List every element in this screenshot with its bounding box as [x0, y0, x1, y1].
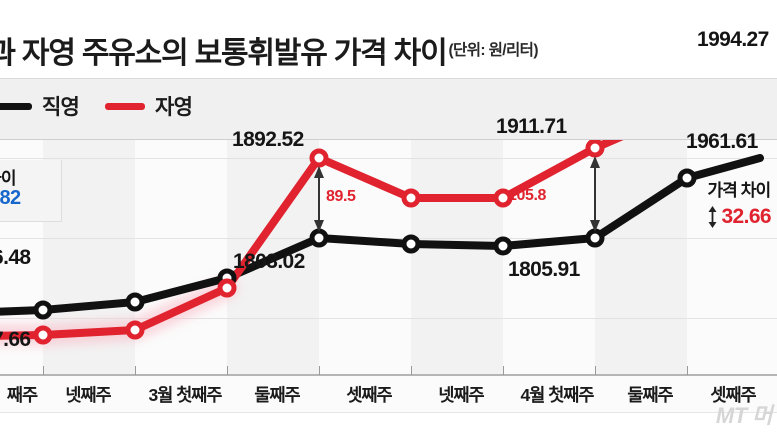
difference-label-mid: 89.5: [326, 188, 356, 205]
data-point-private[interactable]: [125, 320, 145, 340]
value-label-black-last: 1961.61: [686, 130, 758, 153]
x-axis-tick: [319, 366, 320, 375]
data-point-direct[interactable]: [33, 300, 53, 320]
legend: 직영 자영: [0, 91, 193, 121]
value-label-red-late: 1911.71: [496, 115, 567, 138]
x-axis-tick: [411, 366, 412, 375]
x-axis-label: 째주: [6, 385, 38, 405]
data-point-direct[interactable]: [585, 228, 605, 248]
legend-item-private[interactable]: 자영: [105, 91, 193, 121]
x-axis-label: 셋째주: [710, 385, 756, 405]
value-label-red-last: 1994.27: [697, 28, 769, 51]
data-point-direct[interactable]: [677, 168, 697, 188]
data-point-private[interactable]: [309, 148, 329, 168]
x-axis-tick: [687, 366, 688, 375]
difference-arrow-mid: [314, 166, 324, 232]
x-axis-tick: [227, 366, 228, 375]
value-label-red-first: 7.66: [0, 328, 31, 351]
x-axis-line: [0, 374, 777, 376]
legend-swatch-red-icon: [105, 102, 146, 110]
legend-swatch-black-icon: [0, 102, 32, 110]
data-point-private[interactable]: [493, 188, 513, 208]
callout-left: 차이 3.82: [0, 160, 62, 222]
chart-gridline: [0, 318, 777, 319]
x-axis-label: 4월 첫째주: [520, 385, 595, 405]
data-point-direct[interactable]: [125, 292, 145, 312]
series-line-direct: [0, 154, 764, 316]
data-point-direct[interactable]: [309, 228, 329, 248]
callout-right-value: 32.66: [721, 205, 771, 228]
legend-strip: 직영 자영: [0, 78, 777, 140]
x-axis-tick: [135, 366, 136, 375]
x-axis-label: 둘째주: [627, 385, 673, 405]
value-label-black-first: 6.48: [0, 246, 31, 269]
chart-series-svg: [0, 140, 764, 346]
x-axis-label: 둘째주: [254, 385, 300, 405]
value-label-black-late: 1805.91: [508, 258, 580, 281]
callout-right-title: 가격 차이: [707, 181, 771, 200]
chart-gridline: [0, 158, 777, 159]
legend-label-direct: 직영: [42, 96, 80, 119]
x-axis-tick: [503, 366, 504, 375]
data-point-private[interactable]: [33, 325, 53, 345]
legend-item-direct[interactable]: 직영: [0, 91, 80, 121]
top-margin: [0, 0, 777, 22]
value-label-black-peak: 1803.02: [233, 250, 305, 273]
difference-label-late: 105.8: [508, 187, 547, 204]
callout-left-title: 차이: [0, 169, 16, 188]
data-point-private[interactable]: [217, 278, 237, 298]
x-axis-tick: [43, 366, 44, 375]
value-label-red-peak: 1892.52: [232, 128, 304, 151]
page-title: 영과 자영 주유소의 보통휘발유 가격 차이: [0, 37, 448, 70]
x-axis-label: 셋째주: [346, 385, 392, 405]
data-point-private[interactable]: [401, 188, 421, 208]
title-unit: (단위: 원/리터): [448, 41, 538, 59]
data-point-direct[interactable]: [493, 236, 513, 256]
title-bar: 영과 자영 주유소의 보통휘발유 가격 차이 (단위: 원/리터): [0, 22, 777, 78]
x-axis-label: 3월 첫째주: [148, 385, 223, 405]
chart-plot-area: [0, 140, 777, 375]
callout-right: 가격 차이 32.66: [707, 176, 772, 229]
chart-gridline: [0, 238, 777, 239]
x-axis-tick: [595, 366, 596, 375]
callout-left-value: 3.82: [0, 187, 21, 209]
chart-band: [595, 140, 687, 375]
x-axis-label: 넷째주: [65, 385, 111, 405]
difference-arrow-late: [590, 156, 600, 232]
bottom-strip: [0, 412, 777, 437]
legend-label-private: 자영: [155, 96, 193, 119]
x-axis-labels: 째주 넷째주 3월 첫째주 둘째주 셋째주 넷째주 4월 첫째주 둘째주 셋째주: [0, 378, 777, 412]
chart-band: [411, 140, 503, 375]
up-down-arrow-icon: [708, 206, 717, 228]
data-point-private[interactable]: [585, 140, 605, 158]
x-axis-label: 넷째주: [438, 385, 484, 405]
data-point-direct[interactable]: [401, 234, 421, 254]
